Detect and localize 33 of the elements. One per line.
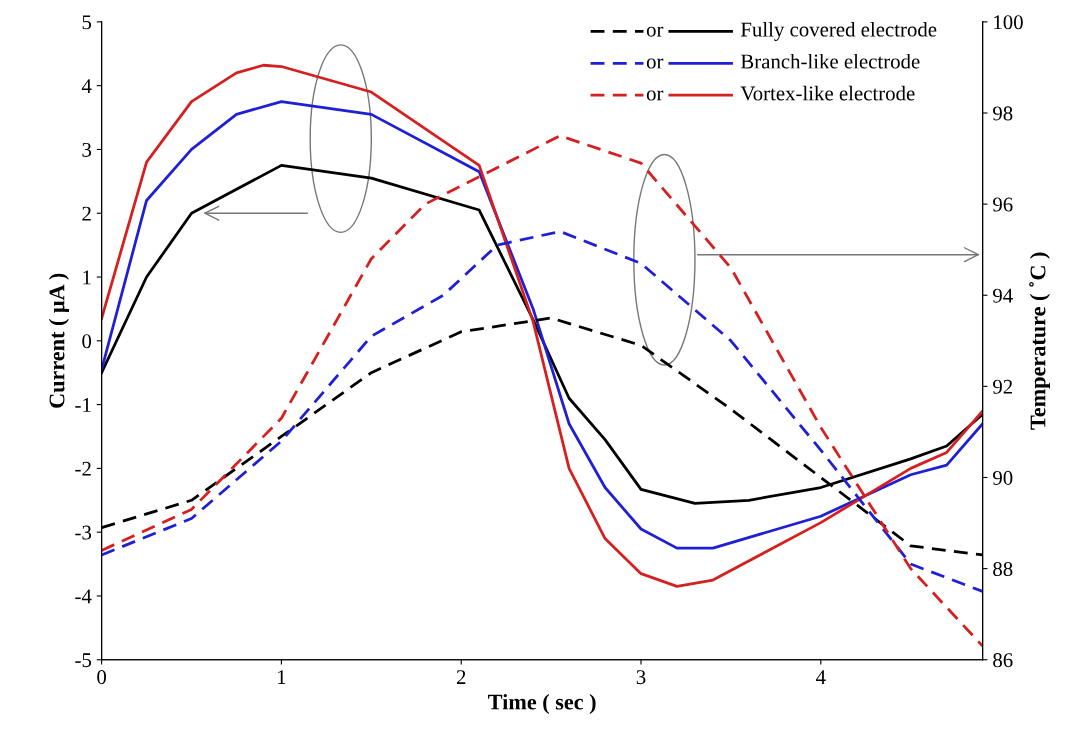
y2-tick-label: 100 xyxy=(994,15,1023,30)
annotation: or xyxy=(646,58,664,69)
x-tick-label: 3 xyxy=(636,670,646,685)
y2-axis-title: Temperature ( ˚C ) xyxy=(1029,252,1050,430)
y-axis-title: Current ( μA ) xyxy=(48,273,69,408)
y-tick-label: 2 xyxy=(82,206,91,221)
y-tick-label: -5 xyxy=(75,653,92,668)
y-tick-label: 0 xyxy=(82,334,92,349)
y2-tick-label: 92 xyxy=(993,379,1013,394)
y2-tick-label: 96 xyxy=(993,197,1013,212)
y-tick-label: -4 xyxy=(75,589,92,604)
y2-tick-label: 98 xyxy=(993,106,1013,121)
annotation: or xyxy=(646,26,664,37)
y2-tick-label: 86 xyxy=(993,653,1013,668)
y2-tick-label: 94 xyxy=(993,288,1013,303)
y2-tick-label: 88 xyxy=(993,562,1013,577)
y-tick-label: 5 xyxy=(82,15,92,30)
legend-label: Vortex-like electrode xyxy=(740,85,915,101)
y-tick-label: 1 xyxy=(83,270,91,285)
y-tick-label: 4 xyxy=(81,79,92,93)
x-tick-label: 1 xyxy=(278,670,286,684)
legend-label: Branch-like electrode xyxy=(740,53,920,69)
y-tick-label: -1 xyxy=(75,398,91,412)
y2-tick-label: 90 xyxy=(993,470,1013,485)
x-tick-label: 2 xyxy=(456,670,466,684)
y-tick-label: 3 xyxy=(82,142,92,157)
y-tick-label: -2 xyxy=(75,461,91,476)
y-tick-label: -3 xyxy=(75,525,92,540)
annotation: or xyxy=(646,90,664,101)
x-axis-title: Time ( sec ) xyxy=(488,693,596,715)
legend-label: Fully covered electrode xyxy=(740,21,937,41)
x-tick-label: 0 xyxy=(97,670,107,685)
x-tick-label: 4 xyxy=(816,670,826,684)
